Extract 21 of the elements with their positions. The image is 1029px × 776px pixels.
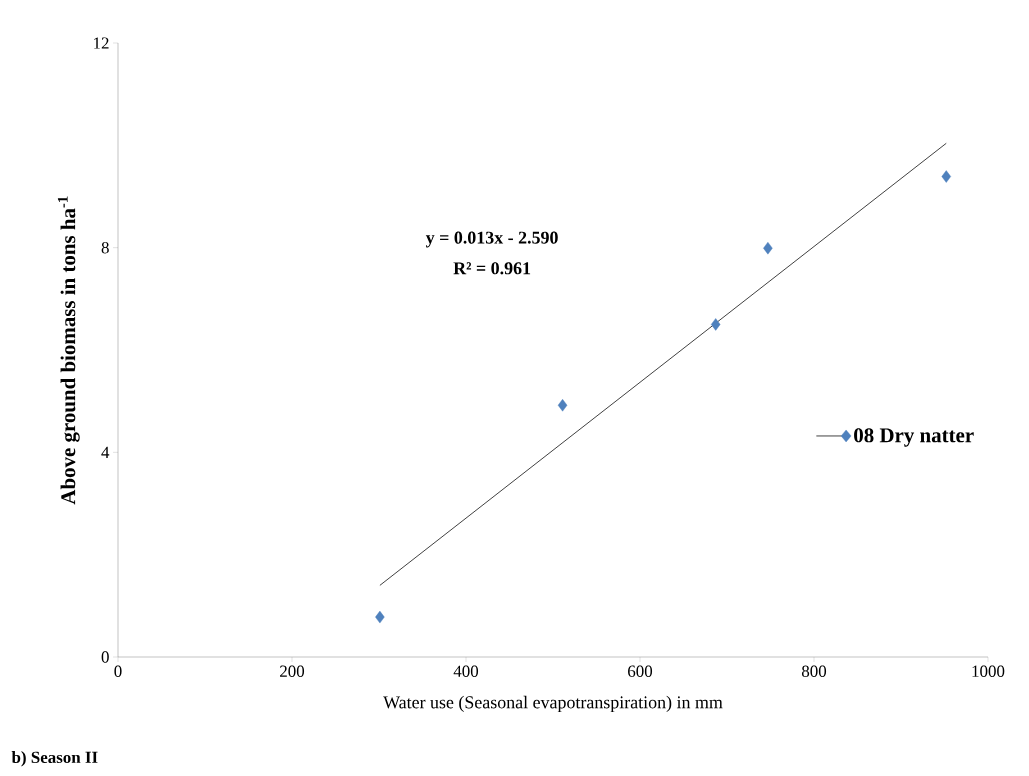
point [711,318,721,331]
y-tick-label: 4 [101,446,110,458]
y-axis-title: Above ground biomass in tons ha$^{-1}$ [57,196,80,505]
y-tick-label: 12 [94,37,109,49]
y-tick-label: 0 [101,651,109,663]
point [375,610,385,624]
annotation: R² = 0.961 [453,262,531,275]
x-tick-label: 1000 [972,665,1005,677]
text: b) Season II [11,751,98,767]
x-tick-label: 200 [280,665,305,677]
x-tick-label: 400 [453,665,479,677]
x-tick-label: 800 [801,665,827,677]
point [941,170,951,183]
y-tick-label: 8 [101,241,109,254]
point [763,241,773,255]
x-tick-label: 0 [114,665,122,677]
legend-label: 08 Dry natter [854,428,974,447]
point [557,399,568,412]
annotation: y = 0.013x - 2.590 [425,231,558,248]
x-axis-title: Water use (Seasonal evapotranspiration) in mm [383,695,723,713]
x-tick-label: 600 [628,665,653,677]
